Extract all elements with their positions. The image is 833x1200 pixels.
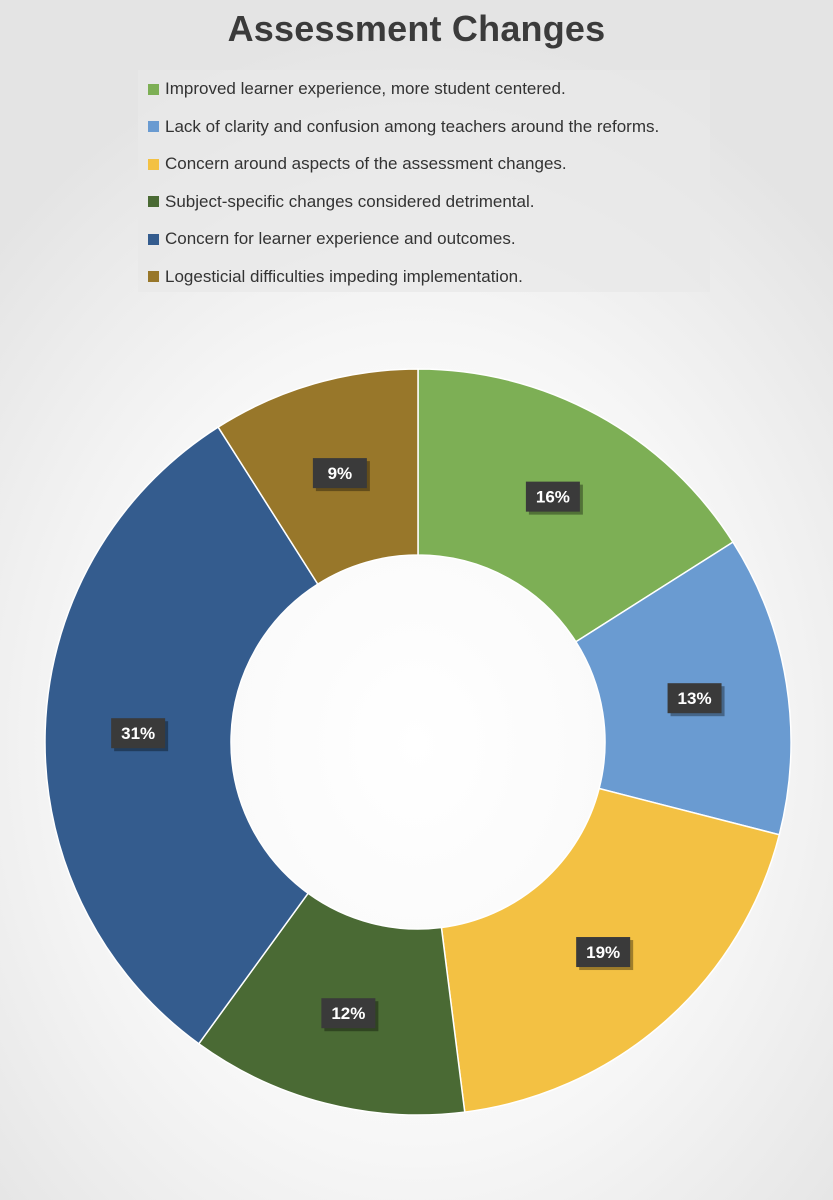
data-label: 16% bbox=[525, 481, 583, 515]
data-label-box bbox=[111, 718, 166, 749]
legend-label: Concern around aspects of the assessment… bbox=[165, 154, 567, 173]
legend-label: Subject-specific changes considered detr… bbox=[165, 191, 535, 211]
data-label-text: 16% bbox=[536, 488, 570, 507]
data-label-box bbox=[321, 998, 376, 1029]
legend-item: Lack of clarity and confusion among teac… bbox=[148, 114, 659, 140]
legend-swatch bbox=[148, 83, 159, 95]
legend-swatch bbox=[148, 121, 159, 132]
legend-label: Lack of clarity and confusion among teac… bbox=[165, 116, 660, 136]
data-label-box bbox=[525, 481, 580, 512]
data-label: 19% bbox=[576, 937, 634, 971]
legend-item: Logesticial difficulties impeding implem… bbox=[148, 264, 523, 290]
chart-title: Assessment Changes bbox=[227, 8, 606, 49]
donut-slice bbox=[44, 426, 319, 1045]
data-label-box bbox=[576, 937, 631, 968]
data-label-text: 9% bbox=[328, 464, 353, 483]
data-label-text: 13% bbox=[678, 689, 712, 708]
data-label-text: 12% bbox=[331, 1004, 365, 1023]
legend-swatch bbox=[148, 158, 159, 170]
data-label: 13% bbox=[667, 683, 725, 717]
data-label: 31% bbox=[111, 718, 169, 752]
legend-label: Logesticial difficulties impeding implem… bbox=[165, 266, 523, 286]
data-label-box bbox=[312, 458, 367, 489]
legend: Improved learner experience, more studen… bbox=[138, 70, 710, 292]
legend-item: Improved learner experience, more studen… bbox=[148, 76, 566, 102]
data-label-box bbox=[667, 683, 722, 714]
data-label: 9% bbox=[312, 458, 370, 492]
legend-item: Concern for learner experience and outco… bbox=[148, 226, 516, 252]
data-label-text: 31% bbox=[121, 724, 155, 743]
legend-item: Subject-specific changes considered detr… bbox=[148, 189, 534, 215]
data-label-text: 19% bbox=[586, 943, 620, 962]
legend-swatch bbox=[148, 271, 159, 282]
data-label: 12% bbox=[321, 998, 379, 1032]
legend-swatch bbox=[148, 233, 159, 245]
legend-swatch bbox=[148, 196, 159, 207]
legend-item: Concern around aspects of the assessment… bbox=[148, 151, 567, 177]
legend-label: Concern for learner experience and outco… bbox=[165, 229, 516, 248]
legend-label: Improved learner experience, more studen… bbox=[165, 79, 566, 98]
